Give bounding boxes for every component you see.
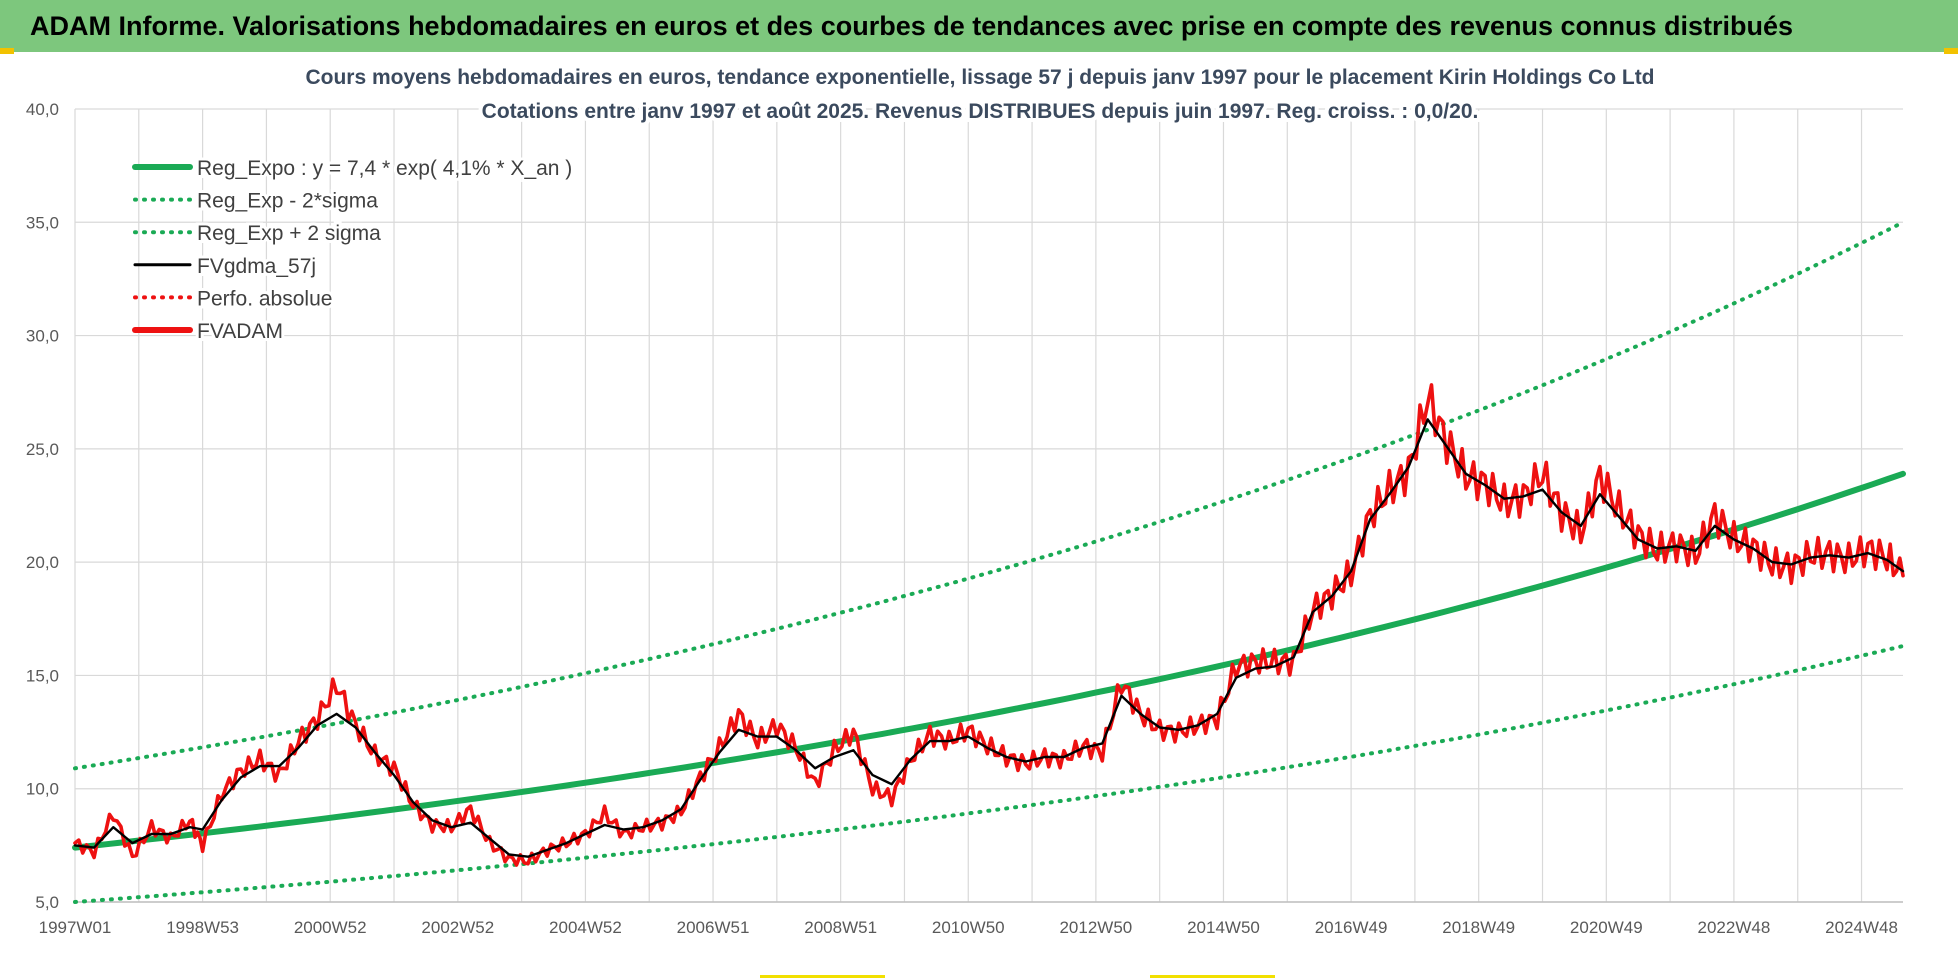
chart-title-line: Cotations entre janv 1997 et août 2025. … <box>482 100 1479 123</box>
legend: Reg_Expo : y = 7,4 * exp( 4,1% * X_an ) R… <box>132 154 575 346</box>
chart-title: Cours moyens hebdomadaires en euros, ten… <box>301 62 1658 127</box>
legend-label: Reg_Exp - 2*sigma <box>197 190 378 213</box>
series-line-reg-exp-2-sigma <box>73 644 1905 904</box>
series-layer <box>72 220 1906 904</box>
legend-label: Perfo. absolue <box>197 287 332 310</box>
legend-label: Reg_Expo : y = 7,4 * exp( 4,1% * X_an ) <box>197 157 572 180</box>
x-tick-label: 2006W51 <box>677 918 750 937</box>
corner-mark-left <box>0 48 14 54</box>
x-tick-label: 1998W53 <box>166 918 239 937</box>
bottom-accent-2 <box>1150 975 1275 978</box>
legend-label: FVADAM <box>197 320 283 343</box>
y-tick-label: 20,0 <box>26 553 59 572</box>
legend-label: FVgdma_57j <box>197 255 316 278</box>
x-tick-label: 2000W52 <box>294 918 367 937</box>
x-tick-label: 2020W49 <box>1570 918 1643 937</box>
x-tick-label: 2022W48 <box>1698 918 1771 937</box>
x-tick-label: 2018W49 <box>1442 918 1515 937</box>
x-axis-ticks: 1997W01 1998W53 2000W52 2002W52 2004W52 2006W… <box>39 918 1898 937</box>
bottom-accent-1 <box>760 975 885 978</box>
y-tick-label: 10,0 <box>26 780 59 799</box>
page-title: ADAM Informe. Valorisations hebdomadaire… <box>0 0 1958 52</box>
x-tick-label: 2014W50 <box>1187 918 1260 937</box>
y-tick-label: 15,0 <box>26 666 59 685</box>
y-tick-label: 40,0 <box>26 100 59 119</box>
chart: 5,010,015,020,025,030,035,040,0 1997W01 1… <box>26 62 1906 937</box>
x-tick-label: 2012W50 <box>1059 918 1132 937</box>
y-axis-ticks: 5,0 10,0 15,0 20,0 25,0 30,0 35,0 40,0 <box>26 100 59 912</box>
y-tick-label: 30,0 <box>26 327 59 346</box>
corner-mark-right <box>1944 48 1958 54</box>
x-tick-label: 2024W48 <box>1825 918 1898 937</box>
series-line-fvgdma-57j <box>73 418 1905 858</box>
x-tick-label: 2008W51 <box>804 918 877 937</box>
grid <box>74 108 1903 903</box>
x-tick-label: 2016W49 <box>1315 918 1388 937</box>
legend-label: Reg_Exp + 2 sigma <box>197 222 381 245</box>
x-tick-label: 2010W50 <box>932 918 1005 937</box>
y-tick-label: 25,0 <box>26 440 59 459</box>
y-tick-label: 35,0 <box>26 213 59 232</box>
chart-title-line: Cours moyens hebdomadaires en euros, ten… <box>305 66 1654 89</box>
x-tick-label: 2002W52 <box>421 918 494 937</box>
series-line-reg-expo-y-7-4-exp-4-1-x-an <box>72 470 1906 851</box>
y-tick-label: 5,0 <box>35 893 59 912</box>
series-line-reg-exp-2-sigma <box>73 220 1905 771</box>
x-tick-label: 1997W01 <box>39 918 112 937</box>
series-line-fvadam <box>73 383 1905 867</box>
x-tick-label: 2004W52 <box>549 918 622 937</box>
